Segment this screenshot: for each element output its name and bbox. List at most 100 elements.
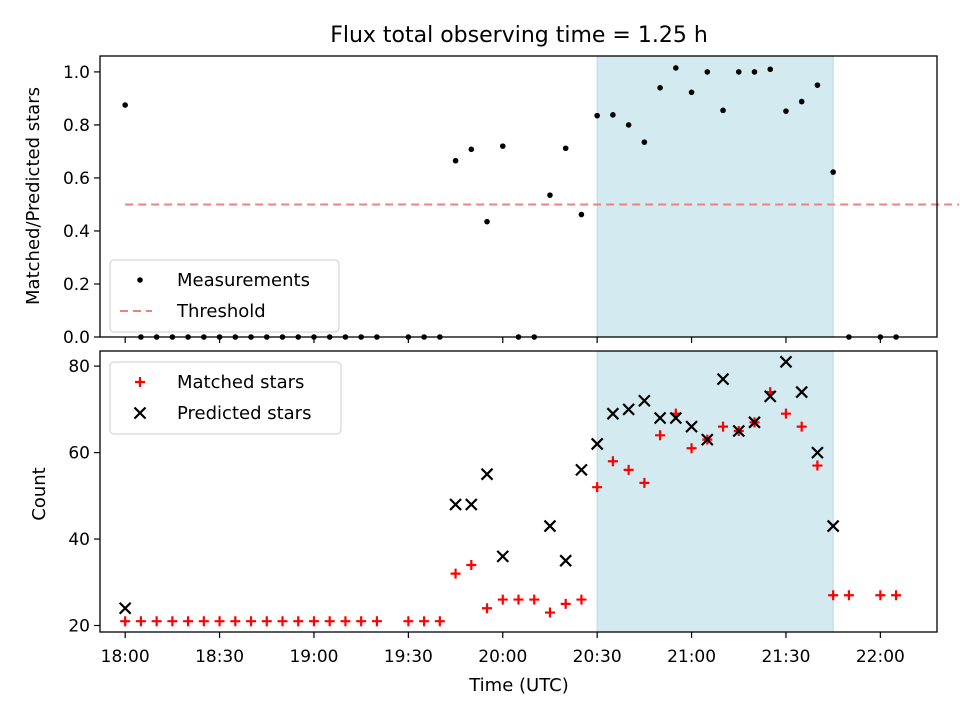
chart-title: Flux total observing time = 1.25 h (330, 23, 708, 48)
data-point-2-1-26 (529, 594, 540, 605)
panel-1-highlight-span (596, 55, 834, 338)
data-point-2-1-42 (780, 408, 791, 419)
data-point-2-2-22 (795, 385, 808, 399)
data-point-2-1-36 (686, 443, 697, 454)
data-point-1-1-21 (452, 157, 459, 164)
data-point-2-2-2 (449, 498, 462, 511)
data-point-2-1-12 (293, 616, 304, 627)
panel-1-ytick-label-3: 0.4 (63, 222, 90, 242)
data-point-2-1-19 (419, 616, 430, 627)
xtick-label-1: 18:00 (101, 647, 150, 667)
data-point-2-2-21 (779, 355, 793, 369)
data-point-2-1-21 (450, 568, 461, 579)
data-point-2-2-24 (826, 519, 840, 533)
data-point-1-1-32 (625, 122, 632, 128)
data-point-2-1-13 (308, 616, 319, 627)
xtick-label-9: 22:00 (856, 647, 905, 667)
top-legend-label-1: Measurements (177, 270, 310, 291)
data-point-2-2-12 (638, 394, 651, 407)
data-point-2-1-10 (261, 616, 272, 627)
panel-1-ytick-label-5: 0.8 (63, 116, 90, 136)
panel-1-ytick-label-6: 1.0 (63, 63, 90, 83)
xtick-label-3: 19:00 (289, 647, 338, 667)
data-point-2-1-20 (434, 616, 445, 627)
data-point-1-1-42 (783, 108, 789, 114)
data-point-2-2-6 (543, 519, 557, 533)
panel-2-ytick-label-3: 60 (68, 444, 90, 464)
panel-2-frame (99, 350, 938, 633)
data-point-1-1-41 (767, 66, 774, 73)
bottom-legend-label-2: Predicted stars (177, 403, 311, 424)
data-point-1-1-1 (122, 102, 128, 108)
data-point-2-1-11 (277, 616, 288, 627)
data-point-2-2-5 (496, 550, 510, 563)
data-point-2-1-31 (607, 456, 618, 467)
data-point-1-1-40 (751, 69, 758, 75)
data-point-2-1-3 (151, 616, 162, 627)
data-point-2-1-1 (120, 616, 131, 627)
data-point-2-1-48 (891, 590, 902, 601)
data-point-2-1-16 (356, 616, 367, 627)
xtick-label-7: 21:00 (667, 647, 716, 667)
data-point-2-1-9 (246, 616, 257, 627)
data-point-2-2-4 (480, 467, 494, 481)
data-point-1-1-34 (657, 85, 663, 91)
data-point-2-1-15 (340, 616, 351, 627)
data-point-1-1-36 (688, 89, 695, 96)
bottom-y-axis-label: Count (29, 467, 50, 520)
x-axis-label: Time (UTC) (468, 675, 569, 696)
data-point-1-1-44 (814, 82, 821, 88)
data-point-1-1-30 (594, 112, 600, 119)
data-point-2-1-38 (718, 421, 729, 432)
panel-1-frame (99, 55, 938, 338)
data-point-2-1-44 (812, 460, 823, 471)
panel-2-ytick-label-4: 80 (68, 357, 90, 377)
data-point-2-1-7 (214, 616, 225, 627)
data-point-2-1-46 (843, 590, 854, 601)
data-point-2-1-14 (324, 616, 335, 627)
data-point-2-2-14 (669, 411, 683, 425)
data-point-2-2-3 (465, 498, 478, 511)
data-point-2-2-13 (653, 411, 667, 425)
data-point-2-1-4 (167, 616, 178, 627)
data-point-1-1-29 (578, 211, 585, 218)
panel-2-ytick-label-2: 40 (68, 530, 90, 550)
data-point-1-1-45 (830, 169, 836, 175)
bottom-legend-label-1: Matched stars (177, 372, 304, 393)
data-point-2-1-8 (230, 616, 241, 627)
data-point-2-1-24 (497, 594, 508, 605)
data-point-1-1-23 (484, 218, 490, 225)
bottom-legend-key-1 (135, 377, 145, 387)
data-point-1-1-27 (547, 192, 553, 198)
data-point-2-1-30 (592, 482, 603, 493)
data-point-2-1-28 (560, 598, 571, 609)
data-point-1-1-37 (704, 69, 711, 75)
data-point-2-2-18 (732, 424, 746, 438)
data-point-1-1-31 (610, 112, 616, 118)
data-point-2-1-45 (828, 590, 839, 601)
data-point-2-2-20 (763, 390, 777, 403)
data-point-2-2-11 (622, 403, 635, 416)
bottom-legend-key-2 (133, 406, 147, 420)
data-point-2-1-33 (639, 477, 650, 488)
top-legend-label-2: Threshold (176, 301, 266, 322)
data-point-2-1-2 (135, 616, 146, 627)
xtick-label-5: 20:00 (478, 647, 527, 667)
data-point-1-1-43 (798, 98, 805, 105)
data-point-2-2-10 (606, 407, 620, 420)
data-point-2-1-27 (544, 607, 555, 618)
data-point-2-1-23 (482, 603, 493, 614)
data-point-2-2-23 (811, 446, 824, 459)
data-point-2-2-8 (575, 463, 588, 477)
bottom-legend (109, 361, 342, 435)
data-point-1-1-39 (735, 69, 742, 75)
data-point-2-1-18 (403, 616, 414, 627)
xtick-label-2: 18:30 (195, 647, 244, 667)
data-point-1-1-38 (720, 107, 726, 114)
panel-1-ytick-label-1: 0.0 (63, 328, 90, 348)
data-point-2-2-17 (716, 372, 730, 386)
data-point-2-1-32 (623, 464, 634, 475)
data-point-1-1-35 (673, 65, 679, 71)
